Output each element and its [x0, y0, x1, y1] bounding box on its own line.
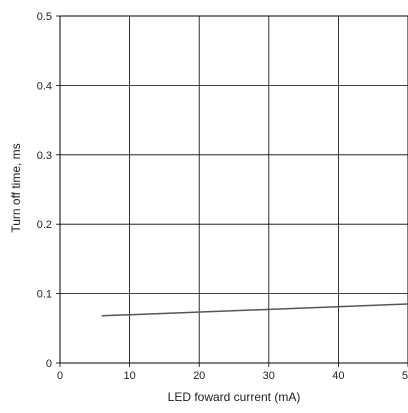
grid-layer	[59, 15, 408, 364]
x-axis-label: LED foward current (mA)	[168, 390, 301, 404]
y-tick-label: 0.3	[37, 150, 52, 162]
y-axis-label: Turn off time, ms	[9, 143, 23, 232]
y-tick-label: 0	[46, 358, 52, 370]
x-tick-label: 10	[123, 370, 135, 382]
series-line	[101, 303, 408, 317]
x-tick-label: 0	[57, 370, 63, 382]
y-tick-label: 0.1	[37, 289, 52, 301]
y-tick-label: 0.4	[37, 80, 52, 92]
x-tick-label: 50	[402, 370, 408, 382]
series-layer	[101, 303, 408, 317]
x-tick-label: 20	[193, 370, 205, 382]
plot-frame	[59, 15, 408, 364]
x-tick-label: 40	[332, 370, 344, 382]
y-tick-label: 0.5	[37, 11, 52, 23]
y-tick-label: 0.2	[37, 219, 52, 231]
ticks-layer: 0 10 20 30 40 50 0 0.1 0.2 0.3 0.4 0.5	[37, 11, 408, 382]
x-tick-label: 30	[263, 370, 275, 382]
